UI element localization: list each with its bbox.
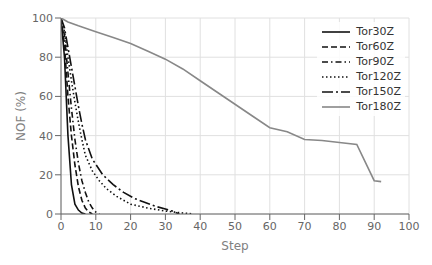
svg-text:0: 0 xyxy=(46,208,53,221)
svg-text:20: 20 xyxy=(124,220,138,233)
svg-text:70: 70 xyxy=(298,220,312,233)
svg-text:30: 30 xyxy=(158,220,172,233)
html-text:Tor30Z: Tor30Z xyxy=(356,25,394,38)
svg-text:100: 100 xyxy=(399,220,420,233)
html-text:Tor180Z: Tor180Z xyxy=(356,100,401,113)
svg-text:40: 40 xyxy=(39,130,53,143)
html-text:Tor120Z: Tor120Z xyxy=(356,70,401,83)
svg-text:60: 60 xyxy=(263,220,277,233)
html-text:Tor60Z: Tor60Z xyxy=(356,40,394,53)
svg-text:Step: Step xyxy=(221,239,248,253)
svg-text:20: 20 xyxy=(39,169,53,182)
html-text:Tor90Z: Tor90Z xyxy=(356,55,394,68)
html-text:Tor150Z: Tor150Z xyxy=(356,85,401,98)
svg-text:NOF (%): NOF (%) xyxy=(14,91,28,141)
svg-text:60: 60 xyxy=(39,90,53,103)
svg-text:80: 80 xyxy=(332,220,346,233)
svg-text:80: 80 xyxy=(39,51,53,64)
svg-text:40: 40 xyxy=(193,220,207,233)
svg-text:10: 10 xyxy=(89,220,103,233)
svg-text:0: 0 xyxy=(58,220,65,233)
svg-text:50: 50 xyxy=(228,220,242,233)
svg-text:90: 90 xyxy=(367,220,381,233)
svg-text:100: 100 xyxy=(32,12,53,25)
